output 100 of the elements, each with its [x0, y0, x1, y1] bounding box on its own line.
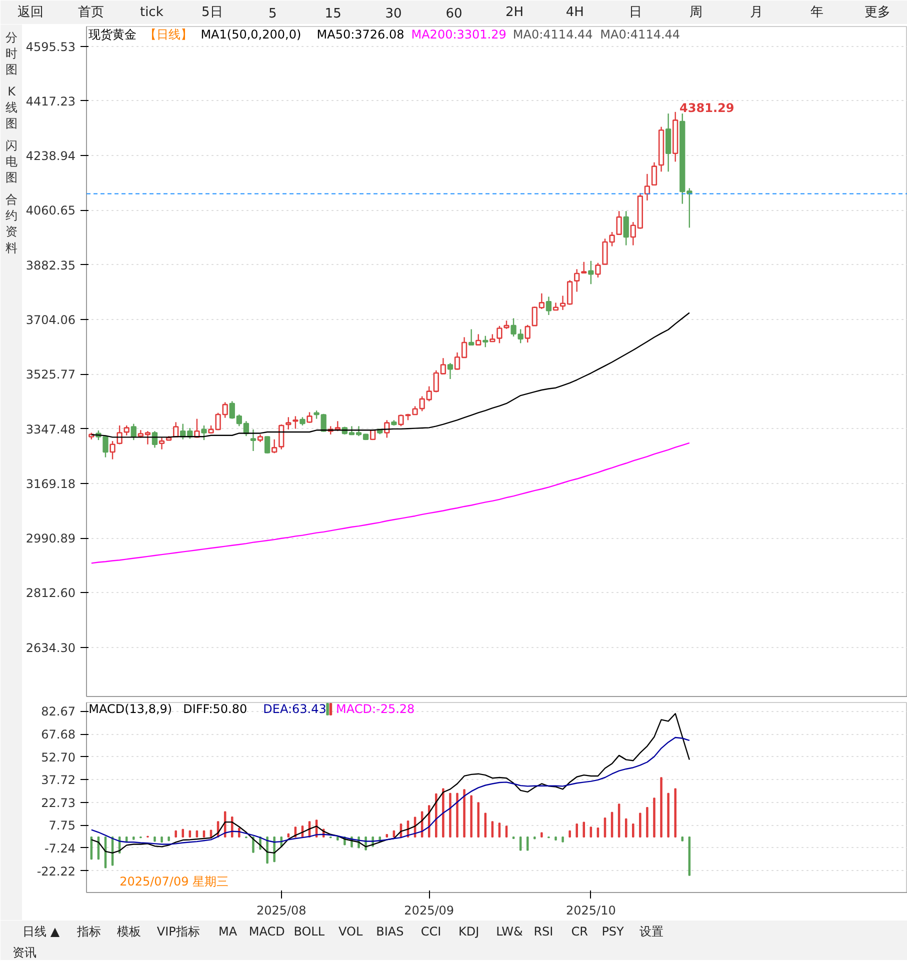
- text: tick: [140, 5, 164, 20]
- text: MA: [218, 924, 238, 938]
- annotation: MA1(50,0,200,0): [200, 28, 302, 42]
- candlestick: [623, 210, 629, 246]
- y-tick-label: 3882.35: [26, 258, 76, 272]
- text: VOL: [338, 924, 363, 938]
- y-tick-label: 3525.77: [26, 368, 76, 382]
- x-tick-label: 2025/08: [256, 904, 306, 918]
- text: 分时图: [6, 30, 18, 77]
- chart-title: MACD(13,8,9): [88, 702, 172, 716]
- y-tick-label: 52.70: [41, 750, 76, 764]
- y-tick-label: -7.24: [44, 841, 76, 856]
- candlestick: [482, 335, 488, 348]
- candlestick: [616, 210, 622, 236]
- y-tick-label: 67.68: [41, 728, 76, 742]
- candlestick: [574, 268, 580, 292]
- text: 日: [628, 5, 642, 20]
- candlestick: [546, 296, 552, 316]
- y-tick-label: 7.75: [48, 818, 76, 833]
- text: PSY: [602, 924, 625, 938]
- y-tick-label: 2812.60: [26, 586, 76, 600]
- candlestick: [306, 412, 312, 424]
- text: 15: [324, 6, 342, 22]
- text: 更多: [864, 5, 890, 20]
- candlestick: [250, 428, 256, 452]
- y-tick-label: 3704.06: [26, 312, 76, 327]
- line-series: [90, 713, 690, 854]
- annotation: 2025/07/09 星期三: [120, 874, 229, 889]
- candlestick: [496, 325, 502, 344]
- y-tick-label: -22.22: [36, 864, 76, 878]
- text: BIAS: [376, 924, 404, 938]
- candlestick: [292, 416, 298, 430]
- text: 5: [268, 6, 277, 22]
- candlestick: [595, 262, 601, 278]
- text: VIP指标: [156, 924, 200, 938]
- text: 60: [446, 6, 462, 22]
- y-tick-label: 37.72: [41, 773, 76, 788]
- text: KDJ: [458, 924, 480, 938]
- text: 返回: [18, 5, 44, 20]
- candlestick: [158, 437, 165, 450]
- text: 指标: [76, 924, 101, 938]
- line-series: [90, 736, 690, 845]
- text: 5日: [202, 5, 223, 20]
- text: RSI: [534, 924, 554, 938]
- text: 日线 ▲: [22, 924, 60, 938]
- y-tick-label: 82.67: [41, 704, 76, 719]
- candlestick: [286, 416, 292, 430]
- y-tick-label: 3169.18: [26, 476, 76, 491]
- annotation: MA0:4114.44: [512, 28, 593, 42]
- text: 30: [385, 6, 402, 22]
- x-tick-label: 2025/09: [404, 904, 454, 918]
- text: LW&: [496, 924, 523, 938]
- candlestick: [468, 328, 474, 346]
- chart-subtitle: 【日线】: [144, 28, 193, 42]
- candlestick: [476, 334, 482, 346]
- text: 闪电图: [6, 138, 18, 185]
- text: 年: [810, 5, 824, 20]
- text: 资讯: [12, 946, 36, 960]
- candlestick: [581, 261, 587, 274]
- y-tick-label: 2634.30: [26, 640, 76, 655]
- y-tick-label: 4417.23: [26, 94, 76, 108]
- text: CCI: [420, 924, 442, 938]
- text: CR: [571, 924, 588, 938]
- text: DEA:63.43: [263, 702, 326, 716]
- text: 周: [689, 5, 702, 20]
- text: 4H: [566, 5, 584, 20]
- chart-title: 现货黄金: [88, 28, 137, 42]
- line-series: [90, 442, 690, 564]
- candlestick: [447, 362, 454, 380]
- y-tick-label: 22.73: [41, 796, 76, 810]
- annotation: MA0:4114.44: [600, 28, 680, 42]
- y-tick-label: 4238.94: [26, 149, 76, 164]
- candlestick: [130, 423, 136, 441]
- candlestick: [110, 440, 116, 460]
- text: MACD: [248, 924, 285, 938]
- y-tick-label: 4595.53: [26, 40, 76, 54]
- text: BOLL: [294, 924, 325, 938]
- legend-label: MACD:-25.28: [336, 702, 415, 716]
- text: 合约资料: [6, 192, 18, 255]
- text: DIFF:50.80: [183, 702, 248, 716]
- text: 首页: [78, 5, 104, 20]
- y-tick-label: 2990.89: [26, 532, 76, 546]
- text: MA200:3301.29: [411, 28, 506, 42]
- y-tick-label: 4060.65: [26, 204, 76, 218]
- candlestick: [173, 422, 179, 438]
- candlestick: [651, 162, 658, 186]
- candlestick: [524, 324, 530, 344]
- text: MA50:3726.08: [316, 28, 404, 42]
- candlestick: [264, 436, 270, 454]
- y-tick-label: 3347.48: [26, 422, 76, 436]
- text: 月: [750, 5, 763, 20]
- text: K线图: [6, 84, 18, 131]
- candlestick: [588, 260, 594, 285]
- text: 2H: [505, 5, 524, 20]
- candlestick: [124, 424, 130, 436]
- candlestick: [272, 438, 278, 454]
- x-tick-label: 2025/10: [566, 904, 616, 918]
- annotation: 4381.29: [680, 100, 734, 115]
- candlestick: [201, 424, 207, 441]
- text: 模板: [116, 924, 141, 938]
